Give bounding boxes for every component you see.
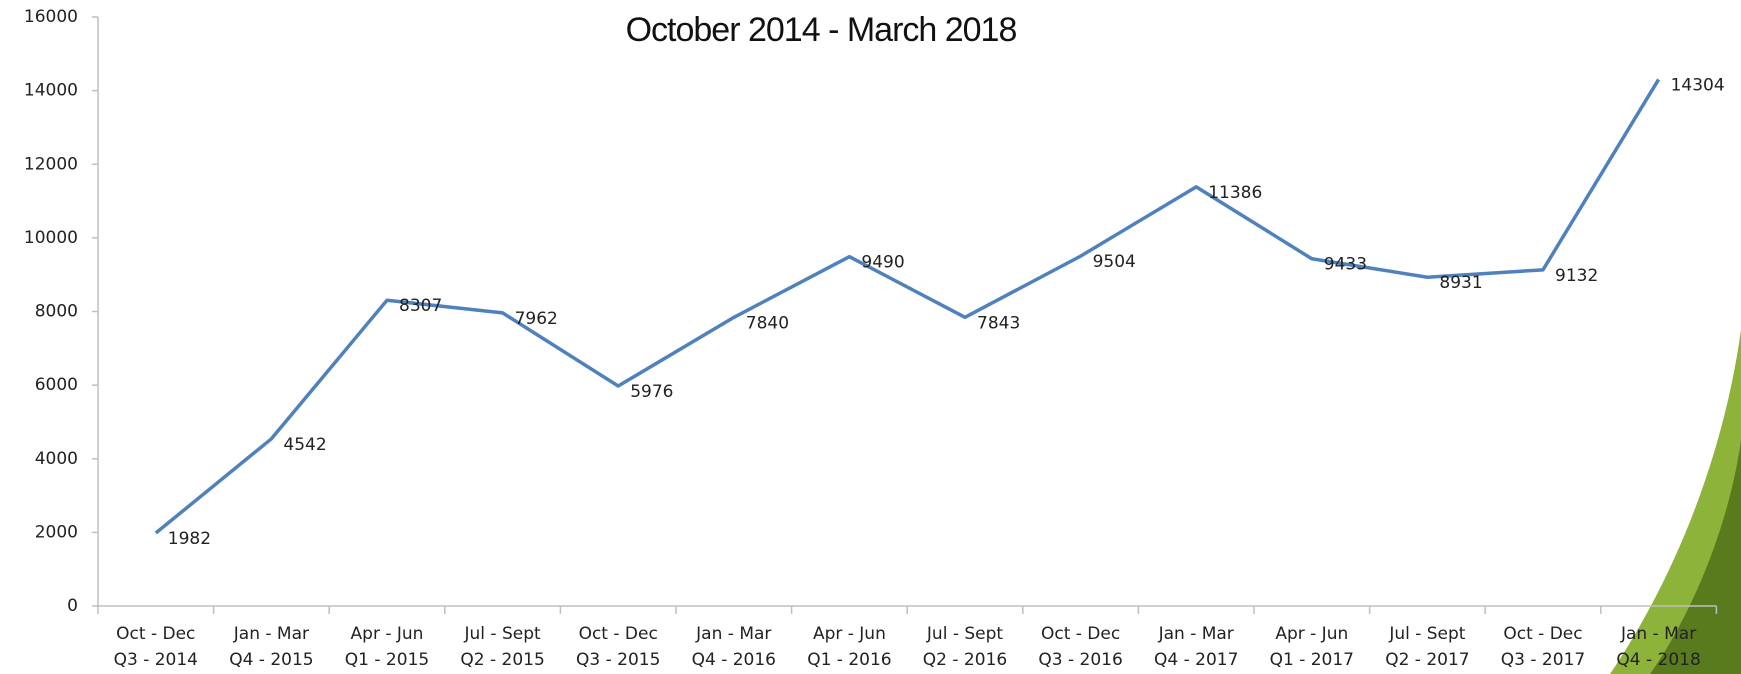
- x-tick-label: Jul - Sept: [1388, 624, 1465, 644]
- x-tick-label: Oct - Dec: [1041, 624, 1120, 644]
- x-tick-label: Q2 - 2017: [1385, 650, 1469, 670]
- x-tick-label: Apr - Jun: [351, 624, 424, 644]
- x-tick-label: Oct - Dec: [579, 624, 658, 644]
- decoration: [1650, 440, 1741, 674]
- x-tick-label: Q4 - 2017: [1154, 650, 1238, 670]
- y-tick-label: 14000: [24, 81, 78, 101]
- x-tick-label: Apr - Jun: [813, 624, 886, 644]
- x-tick-label: Jul - Sept: [464, 624, 541, 644]
- data-label: 8931: [1439, 273, 1482, 293]
- x-tick-label: Q3 - 2016: [1038, 650, 1122, 670]
- data-label: 7962: [515, 309, 558, 329]
- x-tick-label: Q2 - 2015: [460, 650, 544, 670]
- x-tick-label: Jul - Sept: [926, 624, 1003, 644]
- y-tick-label: 2000: [35, 522, 78, 542]
- x-tick-label: Q3 - 2014: [114, 650, 198, 670]
- x-tick-label: Q4 - 2015: [229, 650, 313, 670]
- y-tick-label: 0: [67, 596, 78, 616]
- y-tick-label: 8000: [35, 302, 78, 322]
- data-label: 9504: [1093, 252, 1136, 272]
- data-label: 9433: [1324, 255, 1367, 275]
- data-label: 7840: [746, 313, 789, 333]
- x-tick-label: Q1 - 2015: [345, 650, 429, 670]
- x-tick-label: Jan - Mar: [1158, 624, 1234, 644]
- chart-title: October 2014 - March 2018: [626, 11, 1017, 49]
- x-tick-label: Oct - Dec: [116, 624, 195, 644]
- data-label: 9490: [861, 253, 904, 273]
- data-label: 11386: [1208, 183, 1262, 203]
- data-label: 8307: [399, 296, 442, 316]
- y-tick-label: 4000: [35, 449, 78, 469]
- line: [154, 78, 1661, 535]
- x-tick-label: Q3 - 2017: [1501, 650, 1585, 670]
- y-tick-label: 12000: [24, 154, 78, 174]
- y-tick-label: 6000: [35, 375, 78, 395]
- data-label: 7843: [977, 313, 1020, 333]
- data-label: 5976: [630, 382, 673, 402]
- data-label: 1982: [168, 529, 211, 549]
- x-tick-label: Q4 - 2016: [692, 650, 776, 670]
- x-tick-label: Q1 - 2016: [807, 650, 891, 670]
- x-tick-label: Apr - Jun: [1275, 624, 1348, 644]
- x-tick-label: Oct - Dec: [1503, 624, 1582, 644]
- x-tick-label: Jan - Mar: [1620, 624, 1696, 644]
- data-label: 14304: [1671, 75, 1725, 95]
- x-tick-label: Q4 - 2018: [1616, 650, 1700, 670]
- data-label: 9132: [1555, 266, 1598, 286]
- data-label: 4542: [283, 435, 326, 455]
- x-tick-label: Jan - Mar: [233, 624, 309, 644]
- x-tick-label: Q3 - 2015: [576, 650, 660, 670]
- x-tick-label: Jan - Mar: [695, 624, 771, 644]
- x-tick-label: Q2 - 2016: [923, 650, 1007, 670]
- y-tick-label: 10000: [24, 228, 78, 248]
- y-tick-label: 16000: [24, 7, 78, 27]
- x-tick-label: Q1 - 2017: [1270, 650, 1354, 670]
